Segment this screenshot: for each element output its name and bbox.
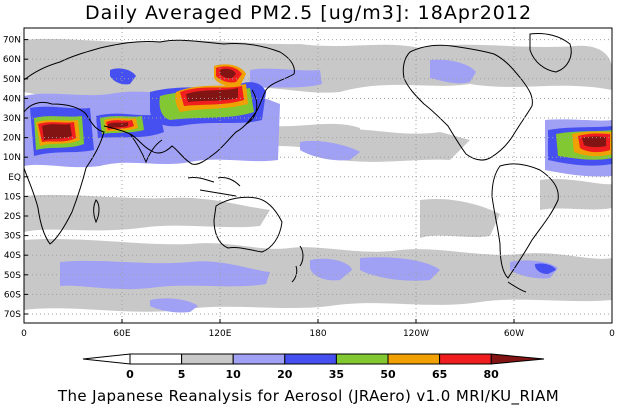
lon-label: 120E: [209, 329, 232, 339]
lat-label: 60S: [4, 290, 21, 300]
pm25-level-over-80: [42, 68, 606, 148]
coastlines: [23, 33, 572, 293]
colorbar-under-arrow: [82, 353, 131, 365]
lon-label: 60E: [113, 329, 130, 339]
lon-label: 180: [309, 329, 326, 339]
lat-label: 40N: [3, 94, 21, 104]
lat-label: 10S: [4, 192, 21, 202]
colorbar-bin: [387, 353, 441, 365]
lat-label: 60N: [3, 55, 21, 65]
latitude-axis: 70N 60N 50N 40N 30N 20N 10N EQ 10S 20S 3…: [3, 36, 28, 320]
colorbar-bin: [181, 353, 234, 365]
colorbar-bin: [439, 353, 492, 365]
lat-label: EQ: [8, 173, 21, 183]
longitude-axis: 0 60E 120E 180 120W 60W 0: [21, 319, 615, 339]
colorbar-legend: 0 5 10 20 35 50 65 80: [82, 353, 545, 381]
lon-label: 120W: [403, 329, 429, 339]
lon-label: 60W: [504, 329, 524, 339]
colorbar-tick-label: 35: [329, 368, 344, 381]
lat-label: 30N: [3, 114, 21, 124]
lon-label: 0: [21, 329, 27, 339]
colorbar-tick-label: 10: [226, 368, 242, 381]
colorbar-bin: [284, 353, 337, 365]
lat-label: 30S: [4, 232, 21, 242]
lon-label: 0: [609, 329, 615, 339]
map-title: Daily Averaged PM2.5 [ug/m3]: 18Apr2012: [84, 2, 533, 24]
colorbar-tick-label: 50: [380, 368, 396, 381]
colorbar-tick-label: 20: [277, 368, 293, 381]
lat-label: 50N: [3, 75, 21, 85]
lat-label: 20N: [3, 134, 21, 144]
lat-label: 40S: [4, 251, 21, 261]
pm25-concentration-field: [24, 38, 612, 313]
lat-label: 70S: [4, 310, 21, 320]
lat-label: 20S: [4, 212, 21, 222]
lat-label: 10N: [3, 153, 21, 163]
colorbar-bin: [335, 353, 389, 365]
colorbar-bin: [232, 353, 286, 365]
colorbar-tick-label: 80: [484, 368, 500, 381]
colorbar-over-arrow: [490, 353, 545, 365]
colorbar-tick-label: 5: [178, 368, 186, 381]
data-source-credit: The Japanese Reanalysis for Aerosol (JRA…: [57, 387, 560, 405]
lat-label: 70N: [3, 36, 21, 46]
colorbar-tick-label: 65: [432, 368, 447, 381]
colorbar-bin: [129, 353, 183, 365]
lat-label: 50S: [4, 271, 21, 281]
colorbar-tick-label: 0: [126, 368, 134, 381]
